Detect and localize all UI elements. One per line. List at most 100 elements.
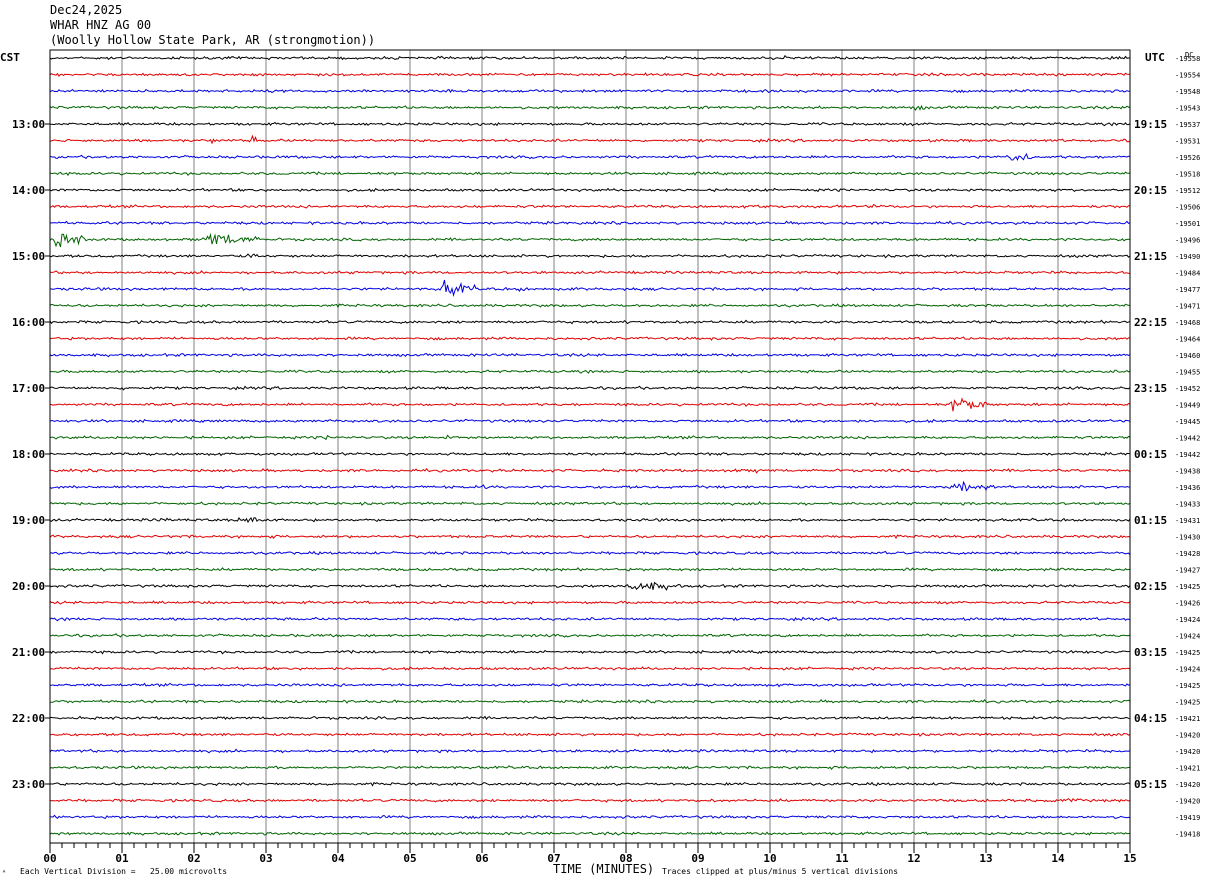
x-axis-ticks [49,843,1131,853]
seismic-trace [49,480,1131,492]
dc-offset-label: -19554 [1175,72,1200,80]
dc-offset-label: -19424 [1175,633,1200,641]
dc-offset-label: -19420 [1175,748,1200,756]
dc-offset-label: -19425 [1175,649,1200,657]
x-tick-label: 14 [1051,852,1065,865]
seismic-trace [49,171,1131,177]
seismic-trace [49,600,1131,605]
seismic-trace [49,72,1131,77]
utc-hour-label: 23:15 [1134,382,1167,395]
seismic-trace [49,715,1131,721]
dc-offset-label: -19424 [1175,616,1200,624]
seismic-trace [49,418,1131,424]
dc-offset-label: -19433 [1175,501,1200,509]
plot-frame [49,49,1131,844]
x-tick-label: 07 [547,852,560,865]
dc-offset-label: -19430 [1175,534,1200,542]
x-axis-tick-labels: 00 01 02 03 04 05 06 07 08 09 10 11 12 13 14 15 [43,852,1136,865]
seismic-trace [49,633,1131,638]
cst-hour-label: 22:00 [12,712,45,725]
dc-offset-label: -19501 [1175,220,1200,228]
seismic-trace [49,279,1131,298]
dc-offset-label: -19427 [1175,567,1200,575]
dc-offset-label: -19464 [1175,336,1200,344]
dc-offset-label: -19420 [1175,781,1200,789]
cst-hour-label: 23:00 [12,778,45,791]
dc-offset-label: -19455 [1175,369,1200,377]
dc-offset-label: -19428 [1175,550,1200,558]
dc-offset-label: -19418 [1175,831,1200,839]
seismic-trace [49,232,1131,248]
utc-hour-labels: 19:15 20:15 21:15 22:15 23:15 00:15 01:15 02:15… [1134,118,1167,791]
x-tick-label: 08 [619,852,632,865]
dc-offset-label: -19468 [1175,319,1200,327]
station-code: WHAR HNZ AG 00 [50,18,152,32]
dc-offset-label: -19421 [1175,765,1200,773]
dc-offset-label: -19431 [1175,517,1200,525]
seismic-trace [49,467,1131,474]
x-tick-label: 13 [979,852,992,865]
dc-offset-label: -19420 [1175,798,1200,806]
dc-column-title: DC [1185,51,1193,59]
station-location: (Woolly Hollow State Park, AR (strongmot… [50,33,376,47]
dc-offset-label: -19436 [1175,484,1200,492]
dc-offset-label: -19426 [1175,600,1200,608]
plot-date: Dec24,2025 [50,3,123,17]
seismic-trace [50,682,1131,688]
utc-hour-label: 05:15 [1134,778,1167,791]
seismic-trace [49,303,1131,309]
dc-offset-label: -19518 [1175,171,1200,179]
seismic-trace [49,269,1131,275]
cst-hour-label: 19:00 [12,514,45,527]
seismic-trace [49,187,1131,193]
seismic-trace [50,698,1131,704]
vertical-scale-note: Each Vertical Division = 25.00 microvolt… [20,867,228,876]
utc-hour-label: 03:15 [1134,646,1167,659]
cst-hour-label: 17:00 [12,382,45,395]
cst-hour-label: 13:00 [12,118,45,131]
seismic-trace [49,616,1131,622]
dc-offset-label: -19442 [1175,451,1200,459]
seismic-traces [49,54,1131,836]
utc-hour-label: 19:15 [1134,118,1167,131]
utc-hour-label: 22:15 [1134,316,1167,329]
utc-hour-label: 00:15 [1134,448,1167,461]
dc-offset-label: -19526 [1175,154,1200,162]
dc-offset-label: -19543 [1175,105,1200,113]
dc-offset-label: -19449 [1175,402,1200,410]
dc-offset-label: -19442 [1175,435,1200,443]
dc-offset-label: -19512 [1175,187,1200,195]
utc-hour-label: 04:15 [1134,712,1167,725]
utc-hour-label: 20:15 [1134,184,1167,197]
corner-mark: ᴬ [2,869,7,877]
seismic-trace [49,781,1131,787]
x-tick-label: 04 [331,852,345,865]
seismic-trace [49,253,1131,259]
seismic-trace [49,451,1131,457]
dc-offset-label: -19424 [1175,666,1200,674]
cst-hour-labels: 13:00 14:00 15:00 16:00 17:00 18:00 19:00 20:00… [12,118,50,791]
dc-offset-label: -19531 [1175,138,1200,146]
dc-offset-label: -19445 [1175,418,1200,426]
x-tick-label: 10 [763,852,776,865]
cst-hour-label: 20:00 [12,580,45,593]
dc-offset-label: -19558 [1175,55,1200,63]
x-tick-label: 06 [475,852,489,865]
x-tick-label: 00 [43,852,56,865]
dc-offset-label: -19421 [1175,715,1200,723]
dc-offset-label: -19537 [1175,121,1200,129]
seismic-trace [49,831,1131,836]
seismic-trace [50,814,1131,820]
dc-offset-label: -19506 [1175,204,1200,212]
seismic-trace [49,748,1131,754]
x-tick-label: 05 [403,852,416,865]
dc-offset-label: -19477 [1175,286,1200,294]
seismic-trace [49,352,1131,358]
seismic-trace [49,798,1131,803]
seismic-trace [49,134,1131,145]
dc-offset-label: -19452 [1175,385,1200,393]
dc-offset-label: -19496 [1175,237,1200,245]
utc-hour-label: 01:15 [1134,514,1167,527]
dc-offset-label: -19460 [1175,352,1200,360]
clipping-note: Traces clipped at plus/minus 5 vertical … [662,867,899,876]
